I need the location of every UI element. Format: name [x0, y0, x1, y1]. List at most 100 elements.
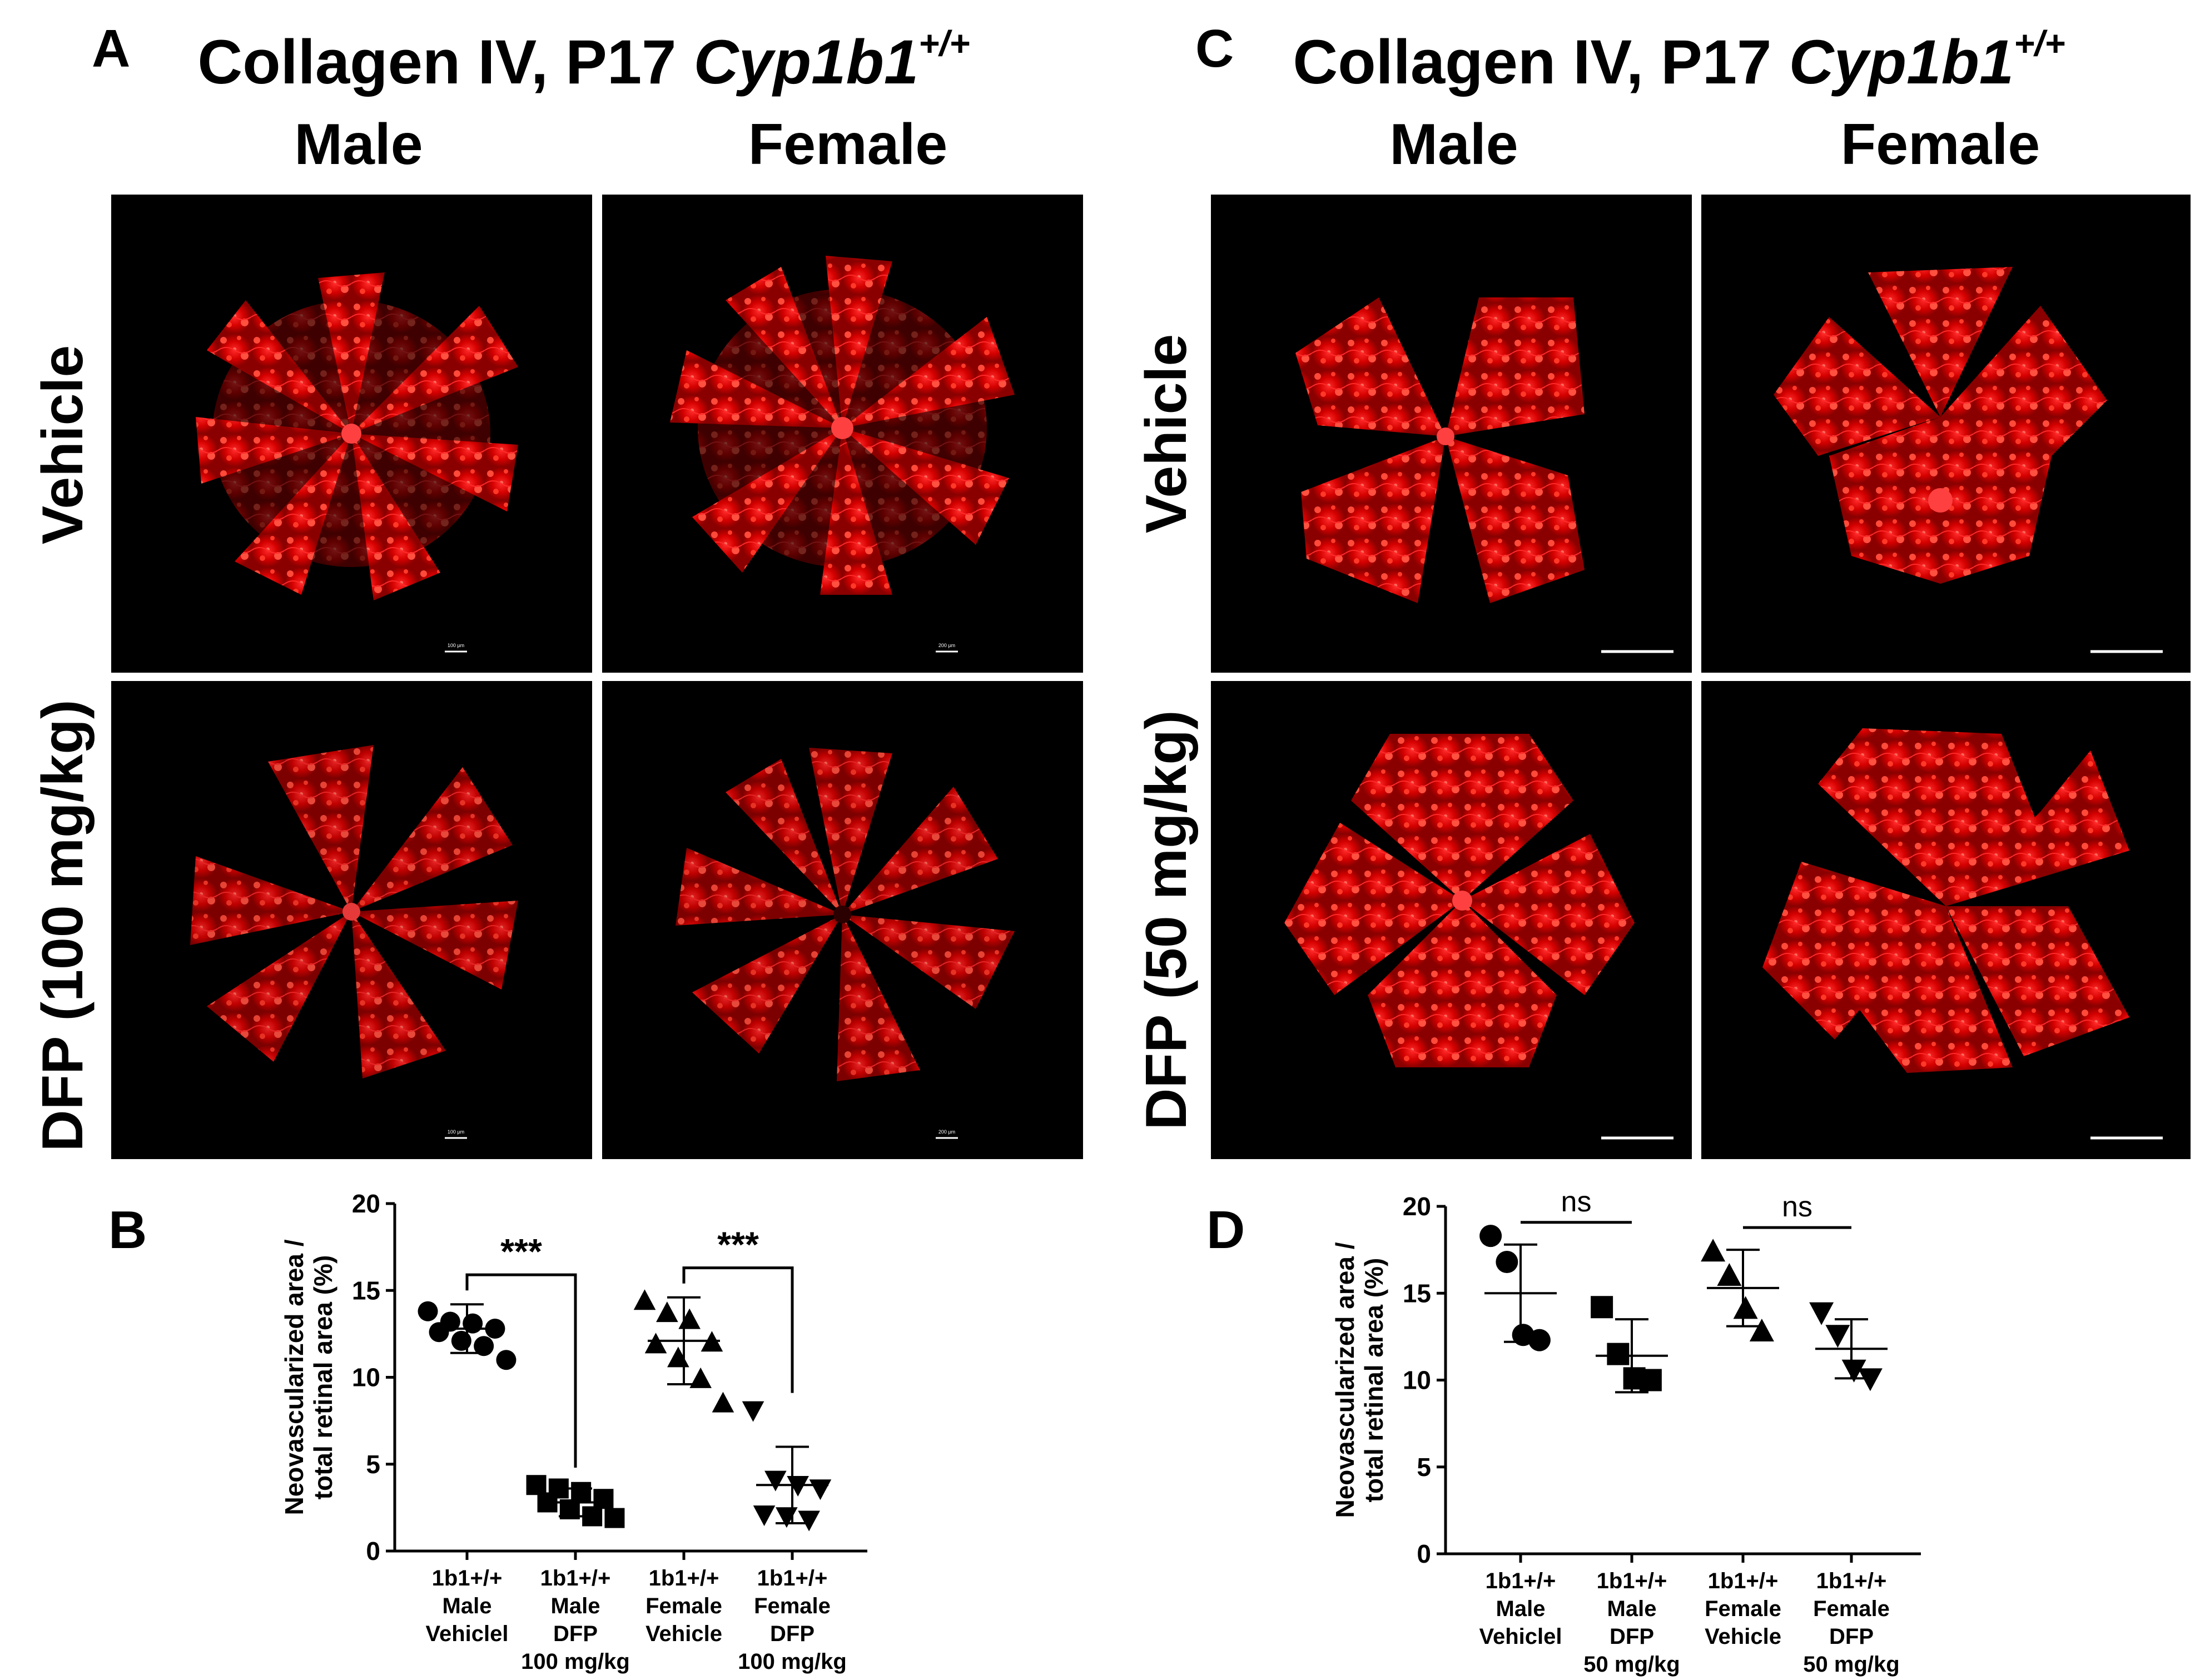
data-point [689, 1367, 712, 1388]
x-tick-label: 100 mg/kg [738, 1649, 847, 1674]
data-point [451, 1330, 471, 1351]
x-tick-label: 1b1+/+ [1816, 1569, 1887, 1593]
panel-a-row-treated: DFP (100 mg/kg) [31, 700, 95, 1152]
y-tick-label: 15 [352, 1276, 380, 1305]
data-point [678, 1308, 701, 1329]
x-tick-label: DFP [1610, 1624, 1654, 1649]
y-tick-label: 5 [366, 1450, 380, 1479]
x-tick-label: 1b1+/+ [432, 1566, 503, 1590]
data-point [1496, 1251, 1518, 1273]
data-point [764, 1470, 787, 1492]
data-point [1479, 1225, 1502, 1247]
panel-c-title: Collagen IV, P17 Cyp1b1+/+ [1293, 23, 2065, 97]
data-point [1639, 1369, 1662, 1391]
x-tick-label: Male [1496, 1597, 1546, 1621]
retina-flatmount [676, 748, 1015, 1081]
data-point [667, 1346, 689, 1368]
x-tick-label: 1b1+/+ [757, 1566, 828, 1590]
x-tick-label: Female [645, 1594, 722, 1618]
significance-label: *** [500, 1231, 542, 1271]
x-tick-label: DFP [553, 1622, 598, 1646]
significance-label: *** [717, 1225, 759, 1265]
x-tick-label: 1b1+/+ [1597, 1569, 1667, 1593]
retina-flatmount [670, 256, 1015, 595]
y-tick-label: 20 [1403, 1192, 1431, 1221]
panel-letter-d: D [1206, 1200, 1245, 1260]
x-tick-label: 50 mg/kg [1583, 1652, 1680, 1677]
x-tick-label: Female [1813, 1597, 1890, 1621]
data-point [644, 1333, 667, 1354]
panel-a-title: Collagen IV, P17 Cyp1b1+/+ [197, 23, 970, 97]
panel-a-row-vehicle: Vehicle [31, 345, 95, 544]
data-point [1825, 1325, 1850, 1348]
data-point [776, 1507, 798, 1528]
data-point [1733, 1296, 1758, 1319]
panel-c-col-female: Female [1841, 112, 2040, 177]
x-tick-label: Vehiclel [426, 1622, 509, 1646]
panel-a-image-grid: 100 µm 200 µm 100 µm 200 µm [111, 195, 1083, 1159]
x-tick-label: 1b1+/+ [540, 1566, 611, 1590]
y-axis-label: Neovascularized area /total retinal area… [280, 1239, 337, 1515]
y-tick-label: 10 [1403, 1366, 1431, 1395]
retina-flatmount [1284, 734, 1635, 1067]
data-point [604, 1508, 625, 1528]
data-point [1749, 1319, 1774, 1341]
y-tick-label: 20 [352, 1189, 380, 1218]
data-point [753, 1505, 776, 1527]
data-point [798, 1510, 820, 1532]
panel-letter-b: B [108, 1200, 147, 1260]
x-tick-label: Female [754, 1594, 831, 1618]
x-tick-label: 1b1+/+ [1708, 1569, 1779, 1593]
panel-c-col-male: Male [1389, 112, 1518, 177]
data-point [418, 1301, 438, 1321]
x-tick-label: Male [1607, 1597, 1657, 1621]
panel-c-row-vehicle: Vehicle [1134, 334, 1199, 533]
svg-text:100 µm: 100 µm [448, 643, 464, 648]
data-point [1607, 1343, 1630, 1365]
x-tick-label: 1b1+/+ [649, 1566, 719, 1590]
data-point [537, 1492, 558, 1513]
x-tick-label: Male [443, 1594, 492, 1618]
data-point [485, 1319, 505, 1339]
data-point [1528, 1329, 1551, 1351]
retina-flatmount [196, 272, 518, 600]
x-tick-label: 1b1+/+ [1486, 1569, 1556, 1593]
data-point [429, 1322, 449, 1343]
comparison-bar [682, 1266, 794, 1393]
data-point [809, 1479, 832, 1500]
y-tick-label: 15 [1403, 1279, 1431, 1308]
data-point [474, 1336, 494, 1356]
scale-bar: 100 µm 200 µm 100 µm 200 µm [445, 643, 958, 1139]
data-point [1841, 1359, 1866, 1383]
x-tick-label: Vehiclel [1479, 1624, 1562, 1649]
data-point [712, 1391, 734, 1413]
data-point [1591, 1296, 1613, 1319]
retina-flatmount [1295, 297, 1585, 603]
svg-text:200 µm: 200 µm [938, 1129, 955, 1135]
data-point [1809, 1302, 1834, 1325]
chart-b: 0 5 10 15 20 Neovascularized area /total reti… [280, 1189, 867, 1674]
panel-c-row-treated: DFP (50 mg/kg) [1134, 710, 1199, 1130]
data-point [571, 1482, 592, 1502]
panel-c-image-grid [1211, 195, 2191, 1159]
data-point [496, 1350, 517, 1370]
significance-label: ns [1561, 1186, 1592, 1218]
x-tick-label: Vehicle [1705, 1624, 1781, 1649]
data-point [526, 1475, 547, 1495]
data-point [787, 1476, 809, 1497]
y-tick-label: 5 [1417, 1453, 1431, 1482]
y-tick-label: 0 [1417, 1539, 1431, 1568]
svg-text:100 µm: 100 µm [448, 1129, 464, 1135]
data-point [742, 1401, 764, 1422]
data-point [463, 1313, 483, 1334]
x-tick-label: Female [1705, 1597, 1781, 1621]
data-point [593, 1489, 614, 1509]
data-point [633, 1289, 656, 1310]
x-tick-label: 50 mg/kg [1803, 1652, 1899, 1677]
panel-letter-a: A [92, 19, 130, 78]
x-tick-label: 100 mg/kg [521, 1649, 630, 1674]
panel-a-col-female: Female [748, 112, 947, 177]
data-point [1701, 1239, 1726, 1262]
retina-flatmount [190, 745, 518, 1078]
